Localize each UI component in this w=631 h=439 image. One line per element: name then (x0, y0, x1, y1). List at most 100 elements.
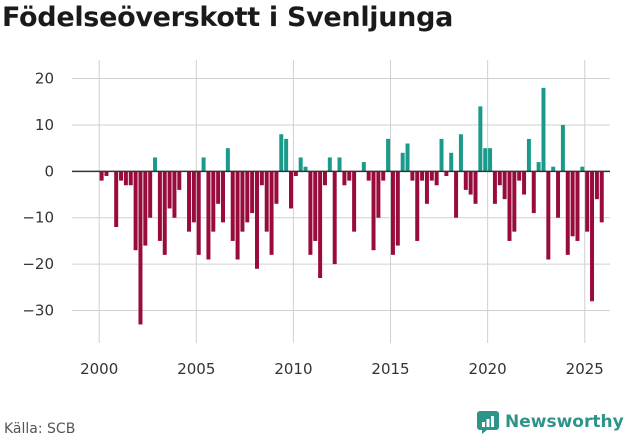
bar[interactable] (123, 171, 128, 186)
bar[interactable] (376, 171, 381, 218)
bar[interactable] (322, 171, 327, 186)
bar[interactable] (303, 166, 308, 172)
bar[interactable] (400, 152, 405, 172)
bar[interactable] (570, 171, 575, 237)
bar[interactable] (298, 157, 303, 172)
bar[interactable] (235, 171, 240, 260)
bar[interactable] (104, 171, 109, 176)
bar[interactable] (177, 171, 182, 190)
bar[interactable] (415, 171, 420, 241)
bar[interactable] (201, 157, 206, 172)
bar[interactable] (157, 171, 162, 241)
bar[interactable] (128, 171, 133, 186)
bar[interactable] (332, 171, 337, 265)
bar[interactable] (274, 171, 279, 204)
bar[interactable] (289, 171, 293, 209)
bar[interactable] (488, 148, 493, 172)
bar[interactable] (381, 171, 386, 181)
bar[interactable] (342, 171, 347, 186)
bar[interactable] (216, 171, 221, 204)
bar[interactable] (162, 171, 167, 255)
bar[interactable] (366, 171, 371, 181)
bar[interactable] (531, 171, 536, 214)
bar[interactable] (230, 171, 235, 241)
bar[interactable] (386, 138, 391, 172)
bar[interactable] (211, 171, 216, 232)
bar[interactable] (371, 171, 376, 251)
bar[interactable] (347, 171, 352, 181)
bar[interactable] (420, 171, 425, 181)
bar[interactable] (245, 171, 250, 223)
bar[interactable] (526, 138, 531, 172)
bar[interactable] (352, 171, 357, 232)
bar[interactable] (478, 106, 483, 172)
bar[interactable] (327, 157, 332, 172)
bar[interactable] (594, 171, 599, 200)
bar[interactable] (187, 171, 192, 232)
bar[interactable] (473, 171, 478, 204)
bar[interactable] (468, 171, 473, 195)
bar[interactable] (560, 124, 565, 172)
bar[interactable] (119, 171, 124, 181)
bar[interactable] (293, 171, 298, 176)
bar[interactable] (507, 171, 512, 241)
bar[interactable] (522, 171, 527, 195)
bar[interactable] (565, 171, 570, 255)
bar[interactable] (536, 162, 541, 172)
bar[interactable] (434, 171, 439, 186)
bar[interactable] (337, 157, 342, 172)
bar[interactable] (512, 171, 517, 232)
bar[interactable] (196, 171, 201, 255)
bar[interactable] (318, 171, 323, 279)
bar[interactable] (99, 171, 104, 181)
bar[interactable] (172, 171, 177, 218)
bar[interactable] (167, 171, 172, 209)
bar[interactable] (143, 171, 148, 246)
bar[interactable] (390, 171, 395, 255)
bar[interactable] (221, 171, 225, 223)
bar[interactable] (240, 171, 245, 232)
bar[interactable] (458, 134, 463, 172)
bar[interactable] (502, 171, 507, 200)
bar[interactable] (313, 171, 318, 241)
bar[interactable] (148, 171, 153, 218)
bar[interactable] (269, 171, 274, 255)
bar[interactable] (206, 171, 211, 260)
brand-logo[interactable]: Newsworthy (476, 410, 624, 434)
bar[interactable] (492, 171, 497, 204)
bar[interactable] (449, 152, 454, 172)
bar[interactable] (590, 171, 595, 302)
bar[interactable] (439, 138, 444, 172)
bar[interactable] (575, 171, 580, 241)
bar[interactable] (541, 87, 546, 172)
bar[interactable] (429, 171, 434, 181)
bar[interactable] (225, 148, 230, 172)
bar[interactable] (308, 171, 313, 255)
bar[interactable] (556, 171, 561, 218)
bar[interactable] (284, 138, 289, 172)
bar[interactable] (395, 171, 400, 246)
bar[interactable] (599, 171, 604, 223)
bar[interactable] (585, 171, 590, 232)
bar[interactable] (454, 171, 459, 218)
bar[interactable] (114, 171, 119, 228)
bar[interactable] (410, 171, 415, 181)
bar[interactable] (551, 166, 556, 172)
bar[interactable] (264, 171, 269, 232)
bar[interactable] (405, 143, 410, 172)
bar[interactable] (361, 162, 366, 172)
bar[interactable] (279, 134, 284, 172)
bar[interactable] (483, 148, 488, 172)
bar[interactable] (138, 171, 143, 325)
bar[interactable] (580, 166, 585, 172)
bar[interactable] (255, 171, 259, 269)
bar[interactable] (463, 171, 468, 190)
bar[interactable] (153, 157, 158, 172)
bar[interactable] (250, 171, 255, 214)
bar[interactable] (444, 171, 449, 176)
bar[interactable] (517, 171, 522, 181)
bar[interactable] (259, 171, 264, 186)
bar[interactable] (191, 171, 196, 223)
bar[interactable] (546, 171, 551, 260)
bar[interactable] (133, 171, 138, 251)
